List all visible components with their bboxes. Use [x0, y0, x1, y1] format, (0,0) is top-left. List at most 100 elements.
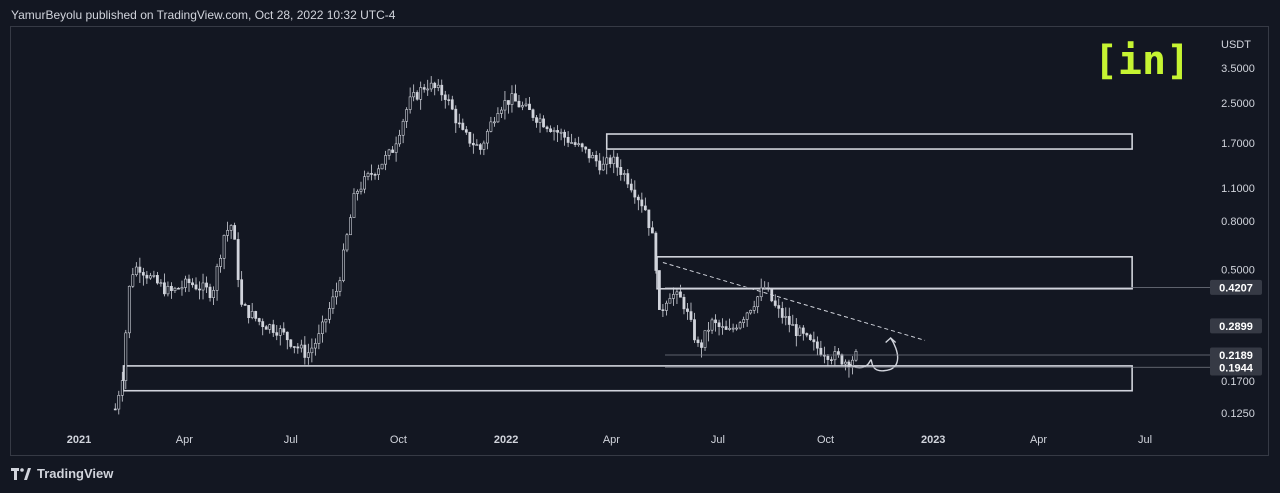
candle-body: [377, 168, 380, 175]
candle-body: [840, 354, 844, 365]
candle-body: [299, 344, 303, 349]
candle-body: [826, 355, 830, 360]
candle-body: [205, 282, 208, 288]
candle-body: [696, 339, 700, 344]
candle-body: [127, 285, 131, 334]
candle-body: [450, 99, 454, 110]
y-tick-label: 1.1000: [1221, 183, 1255, 195]
x-tick-label: 2023: [921, 434, 945, 446]
candle-body: [517, 100, 521, 108]
x-axis: 2021 Apr Jul Oct 2022 Apr Jul Oct 2023 Apr Jul: [67, 434, 1152, 446]
candle-body: [556, 130, 559, 133]
candle-body: [808, 334, 812, 340]
candle-body: [457, 122, 461, 125]
candle-body: [805, 333, 809, 336]
candle-body: [366, 173, 370, 177]
candle-body: [443, 94, 447, 100]
candle-body: [422, 87, 426, 90]
candle-body: [703, 330, 707, 348]
candle-body: [485, 131, 489, 144]
candle-body: [791, 324, 795, 326]
y-tick-label: 0.5000: [1221, 264, 1255, 276]
candle-body: [120, 380, 124, 396]
candle-body: [531, 109, 535, 118]
candle-body: [679, 291, 682, 298]
footer-brand[interactable]: TradingView: [11, 466, 113, 481]
candle-body: [514, 93, 517, 102]
candle-body: [398, 134, 402, 145]
candle-body: [661, 309, 665, 311]
candle-body: [152, 275, 156, 277]
x-tick-label: Oct: [817, 434, 834, 446]
candle-body: [780, 308, 784, 318]
candle-body: [707, 329, 710, 332]
candle-body: [359, 188, 363, 192]
candle-body: [454, 108, 458, 124]
publisher-header: YamurBeyolu published on TradingView.com…: [11, 8, 396, 22]
candle-body: [349, 217, 352, 236]
candle-body: [675, 291, 679, 295]
x-tick-label: Jul: [711, 434, 725, 446]
candle-body: [328, 308, 331, 320]
candle-body: [191, 282, 194, 286]
zone-box-2: [656, 256, 1133, 290]
candle-body: [615, 156, 619, 168]
candle-body: [724, 326, 728, 330]
candle-body: [612, 156, 616, 165]
candle-body: [545, 126, 549, 130]
candle-body: [412, 92, 416, 98]
candle-body: [317, 333, 321, 344]
candle-body: [289, 339, 293, 347]
candle-body: [500, 109, 503, 114]
x-tick-label: Apr: [603, 434, 620, 446]
zone-box-1: [605, 133, 1133, 150]
candle-body: [710, 319, 714, 331]
candle-body: [756, 296, 760, 308]
candle-body: [380, 163, 384, 170]
candle-body: [184, 278, 187, 288]
x-tick-label: Jul: [1138, 434, 1152, 446]
candle-body: [131, 274, 135, 287]
candle-body: [798, 327, 802, 337]
candle-body: [524, 103, 528, 106]
candle-body: [693, 319, 696, 341]
candle-body: [468, 132, 472, 144]
candle-body: [324, 318, 328, 323]
candle-body: [384, 155, 387, 165]
candle-body: [141, 272, 145, 276]
candle-body: [608, 157, 612, 165]
candle-body: [433, 82, 437, 88]
candle-body: [198, 288, 201, 291]
candle-body: [721, 326, 724, 328]
candle-body: [391, 149, 394, 153]
candle-body: [419, 87, 423, 100]
candle-body: [405, 109, 409, 122]
candle-body: [563, 131, 567, 138]
candle-body: [759, 287, 763, 298]
footer-brand-label: TradingView: [37, 466, 114, 481]
candle-body: [187, 278, 191, 284]
candle-body: [447, 99, 451, 101]
candle-body: [489, 121, 493, 132]
candle-body: [257, 318, 261, 322]
candle-body: [496, 113, 500, 123]
candle-body: [415, 92, 419, 100]
candle-body: [268, 324, 272, 330]
y-tick-label: 1.7000: [1221, 138, 1255, 150]
candle-body: [219, 258, 222, 267]
chart-frame: [10, 26, 1269, 456]
candle-body: [570, 142, 574, 144]
price-badge-bg: [1210, 359, 1262, 375]
candle-body: [370, 173, 373, 175]
candle-body: [475, 144, 479, 146]
candle-body: [170, 285, 173, 291]
candle-body: [521, 105, 524, 108]
candle-body: [408, 96, 412, 110]
candle-body: [686, 308, 689, 312]
candle-body: [306, 352, 310, 358]
candle-body: [215, 266, 219, 291]
candle-body: [401, 120, 405, 136]
candle-body: [749, 310, 753, 314]
candle-body: [622, 173, 626, 175]
